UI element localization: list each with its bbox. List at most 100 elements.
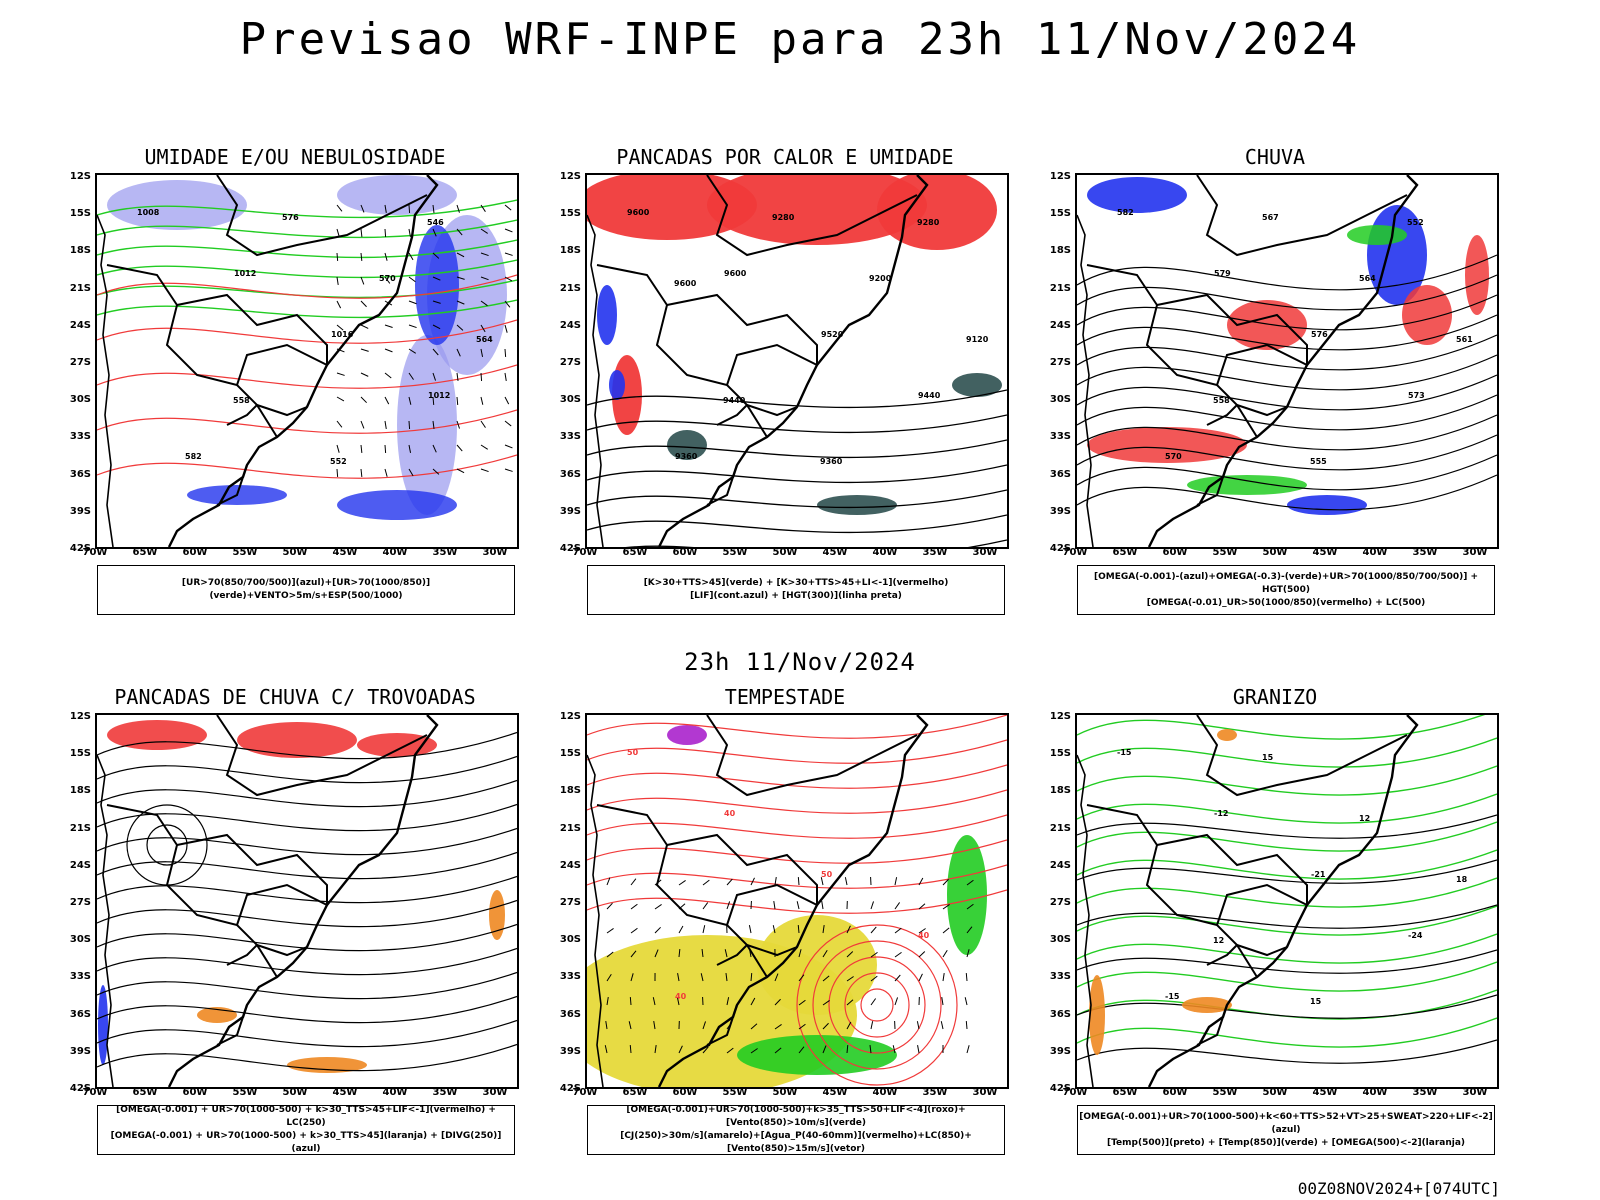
latitude-label: 42S <box>69 1083 91 1094</box>
country-border <box>256 944 308 957</box>
contour-label: 564 <box>476 335 493 344</box>
wind-vector <box>432 276 441 281</box>
wind-vector <box>846 999 854 1006</box>
wind-vector <box>774 973 779 982</box>
latitude-label: 36S <box>559 468 581 480</box>
contour-label: 12 <box>1359 814 1370 823</box>
contour-line <box>1077 933 1497 964</box>
contour-label: 9600 <box>724 269 747 278</box>
shaded-area <box>1465 235 1489 315</box>
latitude-label: 24S <box>559 859 581 871</box>
country-border <box>746 944 798 957</box>
wind-vector <box>604 1045 608 1054</box>
contour-label: 40 <box>675 992 687 1001</box>
contour-label: 9440 <box>723 396 746 405</box>
latitude-label: 21S <box>559 822 581 834</box>
west-coastline <box>587 754 604 1087</box>
wind-vector <box>360 300 367 308</box>
latitude-label: 33S <box>69 971 91 983</box>
wind-vector <box>822 925 825 934</box>
wind-vector <box>940 1021 944 1030</box>
longitude-label: 35W <box>1412 547 1438 558</box>
wind-vector <box>894 974 901 982</box>
wind-vector <box>336 324 344 331</box>
contour-label: 558 <box>1213 396 1230 405</box>
country-border <box>666 833 818 905</box>
contour-line <box>1077 1039 1497 1064</box>
wind-vector <box>336 420 343 428</box>
wind-vector <box>408 324 417 329</box>
longitude-label: 60W <box>182 1087 208 1098</box>
contour-line <box>1077 314 1497 351</box>
shaded-area <box>817 495 897 515</box>
wind-vector <box>504 348 507 358</box>
contour-label: 40 <box>724 809 736 818</box>
country-border <box>226 944 258 966</box>
wind-vector <box>916 1021 920 1030</box>
latitude-label: 18S <box>1049 785 1071 797</box>
contour-line <box>587 514 1007 533</box>
country-border <box>706 715 918 797</box>
latitude-label: 27S <box>559 357 581 368</box>
wind-vector <box>630 903 638 910</box>
latitude-label: 30S <box>1049 394 1071 406</box>
wind-vector <box>504 468 513 472</box>
latitude-label: 15S <box>559 748 581 760</box>
contour-line <box>1077 1017 1497 1048</box>
legend-line: [OMEGA(-0.001)+UR>70(1000-500)+k<60+TTS>… <box>1079 1111 1493 1135</box>
wind-vector <box>408 252 414 261</box>
shaded-area <box>947 835 987 955</box>
shaded-area <box>707 175 927 245</box>
wind-vector <box>630 950 637 958</box>
panel-title: PANCADAS POR CALOR E UMIDADE <box>616 145 954 169</box>
contour-line <box>97 279 517 299</box>
contour-label: 1016 <box>331 330 354 339</box>
country-border <box>216 464 248 506</box>
contour-line <box>97 947 517 976</box>
contour-label: 1012 <box>234 269 256 278</box>
contour-line <box>97 851 517 880</box>
contour-label: 582 <box>1117 208 1134 217</box>
wind-vector <box>606 997 609 1006</box>
wind-vector <box>456 300 465 305</box>
shaded-area <box>597 285 617 345</box>
wind-vector <box>702 1046 709 1054</box>
wind-vector <box>750 997 756 1006</box>
wind-vector <box>966 926 973 934</box>
map-area: 1008 1012 1016 1012 582 576 570 564 558 552 546 <box>95 173 519 549</box>
country-border <box>226 404 258 426</box>
wind-vector <box>822 949 828 958</box>
longitude-label: 40W <box>1362 547 1388 558</box>
contour-line <box>97 454 517 479</box>
shaded-area <box>337 490 457 520</box>
longitude-label: 50W <box>1262 1087 1288 1098</box>
country-border <box>1156 293 1308 365</box>
wind-vector <box>941 997 944 1006</box>
latitude-label: 27S <box>69 897 91 908</box>
wind-vector <box>942 904 950 910</box>
shaded-area <box>952 373 1002 397</box>
shaded-area <box>609 370 625 400</box>
wind-vector <box>504 252 513 256</box>
contour-line <box>860 988 894 1022</box>
contour-line <box>1077 715 1485 740</box>
contour-line <box>97 803 517 832</box>
contour-line <box>625 539 1007 547</box>
wind-vector <box>384 348 393 353</box>
wind-vector <box>892 1045 896 1054</box>
wind-vector <box>918 973 923 982</box>
panel-title: TEMPESTADE <box>724 685 846 709</box>
country-border <box>726 883 818 926</box>
longitude-label: 40W <box>1362 1087 1388 1098</box>
longitude-label: 65W <box>1112 547 1138 558</box>
contour-label: 1008 <box>137 208 160 217</box>
wind-vector <box>408 204 411 214</box>
panel-title: GRANIZO <box>1232 685 1318 709</box>
contour-line <box>587 414 1007 433</box>
contour-line <box>1077 737 1497 768</box>
longitude-label: 70W <box>1062 547 1088 558</box>
wind-vector <box>480 300 488 307</box>
wind-vector <box>360 468 363 478</box>
contour-line <box>828 956 926 1054</box>
wind-vector <box>797 924 800 934</box>
